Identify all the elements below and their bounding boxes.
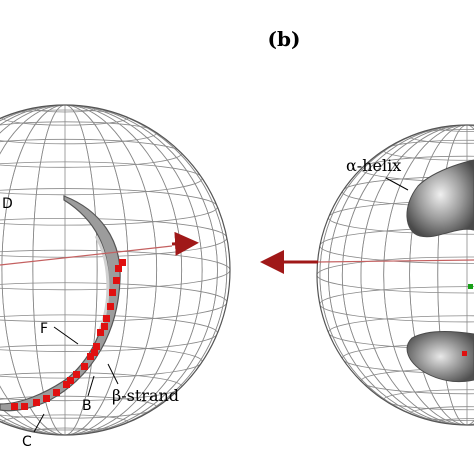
red-point	[63, 381, 70, 388]
beta-strand-red-points	[11, 259, 126, 410]
label-b-pointer	[87, 375, 95, 397]
left-sphere-outline	[0, 104, 231, 436]
label-b: B	[82, 398, 92, 414]
red-point	[97, 329, 104, 336]
latitude-line	[0, 249, 230, 291]
lower-density-blob	[406, 331, 474, 383]
red-point	[43, 395, 50, 402]
label-c-pointer	[33, 413, 45, 433]
red-point	[81, 363, 88, 370]
longitude-line	[319, 125, 474, 425]
red-point	[103, 315, 110, 322]
longitude-line	[328, 125, 474, 425]
lower-red-point	[462, 351, 467, 356]
red-point	[115, 265, 122, 272]
label-beta-strand: β-strand	[112, 386, 179, 405]
red-point	[11, 403, 18, 410]
longitude-line	[0, 105, 228, 435]
longitude-line	[1, 105, 129, 435]
red-point	[109, 289, 116, 296]
longitude-line	[0, 105, 203, 435]
alpha-helix-density	[406, 159, 474, 238]
label-d: D	[2, 196, 13, 212]
red-point	[119, 259, 126, 266]
red-point	[67, 377, 74, 384]
label-alpha-helix-pointer	[385, 177, 409, 191]
longitude-line	[32, 105, 98, 435]
red-point	[91, 349, 98, 356]
green-point	[468, 284, 473, 289]
red-point	[93, 343, 100, 350]
label-c: C	[22, 434, 32, 450]
longitude-line	[0, 105, 218, 435]
label-f-pointer	[53, 326, 79, 345]
red-point	[87, 353, 94, 360]
longitude-line	[383, 125, 474, 425]
longitude-line	[341, 125, 474, 425]
red-point	[73, 371, 80, 378]
red-point	[53, 389, 60, 396]
latitude-line	[317, 256, 474, 294]
red-point	[107, 303, 114, 310]
longitude-line	[409, 125, 474, 425]
longitude-line	[360, 125, 474, 425]
panel-label-b: (b)	[268, 27, 301, 51]
longitude-line	[0, 105, 158, 435]
label-f: F	[40, 321, 48, 337]
right-sphere: α-helix	[260, 124, 474, 426]
longitude-line	[0, 105, 183, 435]
label-alpha-helix: α-helix	[346, 156, 401, 175]
right-sphere-outline	[316, 124, 474, 426]
left-axis-line	[0, 245, 173, 266]
left-axis-arrow	[171, 231, 199, 256]
longitude-line	[437, 125, 474, 425]
red-point	[21, 403, 28, 410]
red-point	[113, 277, 120, 284]
red-point	[33, 399, 40, 406]
left-sphere: D F B C β-strand	[0, 104, 231, 450]
red-point	[101, 323, 108, 330]
label-beta-strand-pointer	[107, 363, 119, 385]
right-axis-line	[317, 259, 474, 263]
